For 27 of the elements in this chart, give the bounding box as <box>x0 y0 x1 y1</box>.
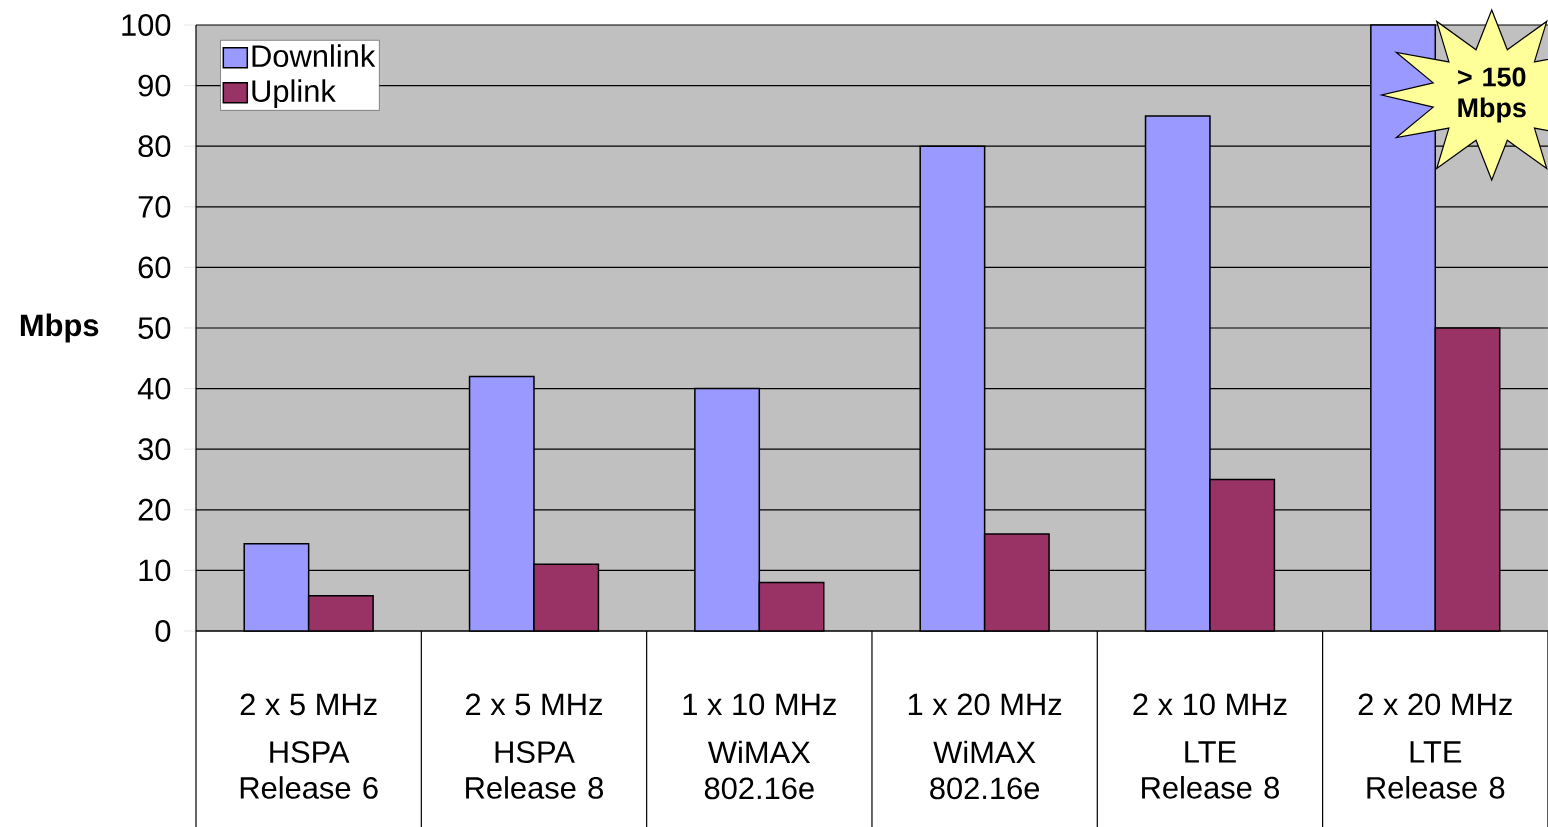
text: WiMAX 802.16e <box>704 740 814 800</box>
y-tick-label: 20 <box>138 498 171 521</box>
y-tick-label: 10 <box>139 559 171 582</box>
annotation: > 150 Mbps <box>1458 67 1526 123</box>
y-tick-label: 70 <box>138 195 171 218</box>
text: HSPA Release 8 <box>466 741 603 799</box>
text: LTE Release 8 <box>1367 741 1505 799</box>
y-tick-label: 0 <box>155 620 171 642</box>
y-tick-label: 90 <box>138 74 171 97</box>
x-tick-label: 2 x 20 MHz <box>1358 693 1512 716</box>
x-tick-label: 1 x 20 MHz <box>908 693 1062 716</box>
legend-label: Downlink <box>252 44 376 68</box>
x-tick-label: 1 x 10 MHz <box>683 693 836 716</box>
y-tick-label: 30 <box>138 438 171 461</box>
legend-label: Uplink <box>252 79 336 109</box>
y-tick-label: 60 <box>138 256 171 279</box>
y-axis-title: Mbps <box>20 313 99 343</box>
y-tick-label: 80 <box>138 135 171 158</box>
text: LTE Release 8 <box>1142 741 1279 799</box>
text: WiMAX 802.16e <box>930 740 1040 800</box>
y-tick-label: 40 <box>137 377 171 400</box>
x-tick-label: 2 x 5 MHz <box>466 693 602 716</box>
x-tick-label: 2 x 5 MHz <box>240 693 377 716</box>
text: HSPA Release 6 <box>240 741 378 799</box>
y-tick-label: 50 <box>138 317 171 339</box>
x-tick-label: 2 x 10 MHz <box>1133 693 1287 716</box>
y-tick-label: 100 <box>122 14 171 36</box>
